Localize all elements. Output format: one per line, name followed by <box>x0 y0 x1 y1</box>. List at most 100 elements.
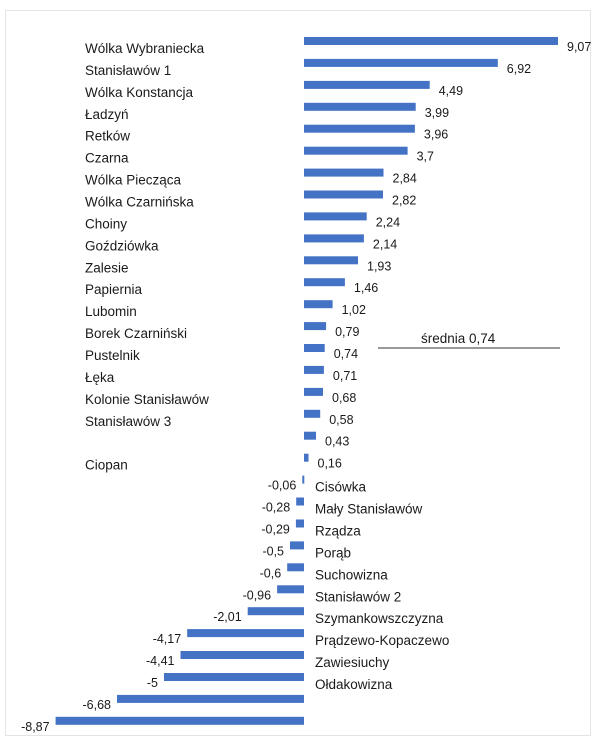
value-label: 0,79 <box>335 325 359 339</box>
category-label: Ciopan <box>85 458 128 473</box>
bar <box>164 673 304 681</box>
bars-group <box>55 37 558 725</box>
value-label: -0,96 <box>243 588 272 602</box>
category-label: Pustelnik <box>85 348 140 363</box>
category-label: Wólka Czarnińska <box>85 195 194 210</box>
category-label: Rządza <box>315 524 361 539</box>
value-label: 0,68 <box>332 391 356 405</box>
bar <box>247 607 304 616</box>
category-label: Stanisławów 3 <box>85 414 171 429</box>
category-label: Stanisławów 1 <box>85 63 171 78</box>
bar <box>304 234 364 243</box>
value-label: -4,17 <box>153 632 182 646</box>
value-label: 2,14 <box>373 237 397 251</box>
category-label: Ładzyń <box>85 107 129 122</box>
bar <box>304 102 416 111</box>
bar <box>304 453 309 462</box>
category-label: Papiernia <box>85 282 143 297</box>
bar <box>304 80 430 89</box>
value-label: 2,24 <box>376 215 400 229</box>
category-label: Zawiesiuchy <box>315 655 390 670</box>
bar <box>187 629 304 638</box>
category-label: Suchowizna <box>315 567 388 582</box>
category-label: Zalesie <box>85 260 129 275</box>
category-label: Wólka Konstancja <box>85 85 194 100</box>
category-label: Prądzewo-Kopaczewo <box>315 633 449 648</box>
category-labels-group: Wólka Wybraniecka Stanisławów 1 Wólka Kons… <box>85 41 449 692</box>
category-label: Czarna <box>85 151 129 166</box>
value-label: 2,84 <box>393 172 417 186</box>
bar <box>180 651 304 659</box>
bar <box>277 585 304 594</box>
value-label: 0,43 <box>325 435 349 449</box>
category-label: Ołdakowizna <box>315 677 393 692</box>
bar <box>287 563 304 572</box>
value-label: -0,5 <box>262 544 284 558</box>
category-label: Kolonie Stanisławów <box>85 392 209 407</box>
category-label: Choiny <box>85 216 127 231</box>
value-label: 1,93 <box>367 259 391 273</box>
category-label: Wólka Piecząca <box>85 173 182 188</box>
value-label: 1,46 <box>354 281 378 295</box>
value-label: -0,06 <box>268 479 297 493</box>
category-label: Goździówka <box>85 238 159 253</box>
bar <box>304 190 383 199</box>
bar <box>304 300 333 309</box>
category-label: Stanisławów 2 <box>315 589 401 604</box>
bar <box>117 694 304 703</box>
chart-frame <box>5 10 591 736</box>
value-label: -6,68 <box>83 698 112 712</box>
bar <box>55 716 304 725</box>
category-label: Borek Czarniński <box>85 326 187 341</box>
value-label: -5 <box>147 676 158 690</box>
value-label: 2,82 <box>392 194 416 208</box>
average-label: średnia 0,74 <box>421 331 496 346</box>
bar <box>304 409 321 418</box>
bar <box>304 344 325 352</box>
bar <box>304 256 358 265</box>
category-label: Cisówka <box>315 480 367 495</box>
value-label: -2,01 <box>213 610 242 624</box>
bar <box>304 322 327 331</box>
bar <box>290 541 304 550</box>
value-label: 0,74 <box>334 347 358 361</box>
bar <box>304 278 345 287</box>
value-label: 3,96 <box>424 128 448 142</box>
value-label: 9,07 <box>567 40 591 54</box>
bar <box>304 365 324 374</box>
value-label: -4,41 <box>146 654 175 668</box>
category-label: Wólka Wybraniecka <box>85 41 205 56</box>
bar <box>304 124 415 133</box>
value-label: 3,99 <box>425 106 449 120</box>
value-label: 1,02 <box>342 303 366 317</box>
category-label: Porąb <box>315 545 351 560</box>
value-label: -8,87 <box>21 720 50 734</box>
bar <box>304 212 367 221</box>
bar <box>304 146 408 155</box>
bar <box>296 497 304 506</box>
value-label: 6,92 <box>507 62 531 76</box>
value-label: 4,49 <box>439 84 463 98</box>
value-label: 3,7 <box>417 150 434 164</box>
value-label: -0,28 <box>262 501 291 515</box>
bar <box>304 168 384 177</box>
value-label: 0,71 <box>333 369 357 383</box>
bar <box>304 431 316 440</box>
value-label: -0,29 <box>261 523 290 537</box>
value-labels-group: 9,07 6,92 4,49 3,99 3,96 3,72,84 2,82 2,24 2,14 1… <box>21 40 591 734</box>
value-label: 0,58 <box>329 413 353 427</box>
category-label: Szymankowszczyzna <box>315 611 444 626</box>
bar <box>304 37 558 45</box>
value-label: 0,16 <box>318 457 342 471</box>
bar <box>302 475 305 484</box>
category-label: Łęka <box>85 370 115 385</box>
bar <box>304 58 498 67</box>
value-label: -0,6 <box>260 566 282 580</box>
bar <box>295 519 304 528</box>
category-label: Retków <box>85 129 130 144</box>
bar <box>304 387 323 396</box>
average-annotation: średnia 0,74 <box>378 331 560 349</box>
category-label: Mały Stanisławów <box>315 502 423 517</box>
category-label: Lubomin <box>85 304 137 319</box>
